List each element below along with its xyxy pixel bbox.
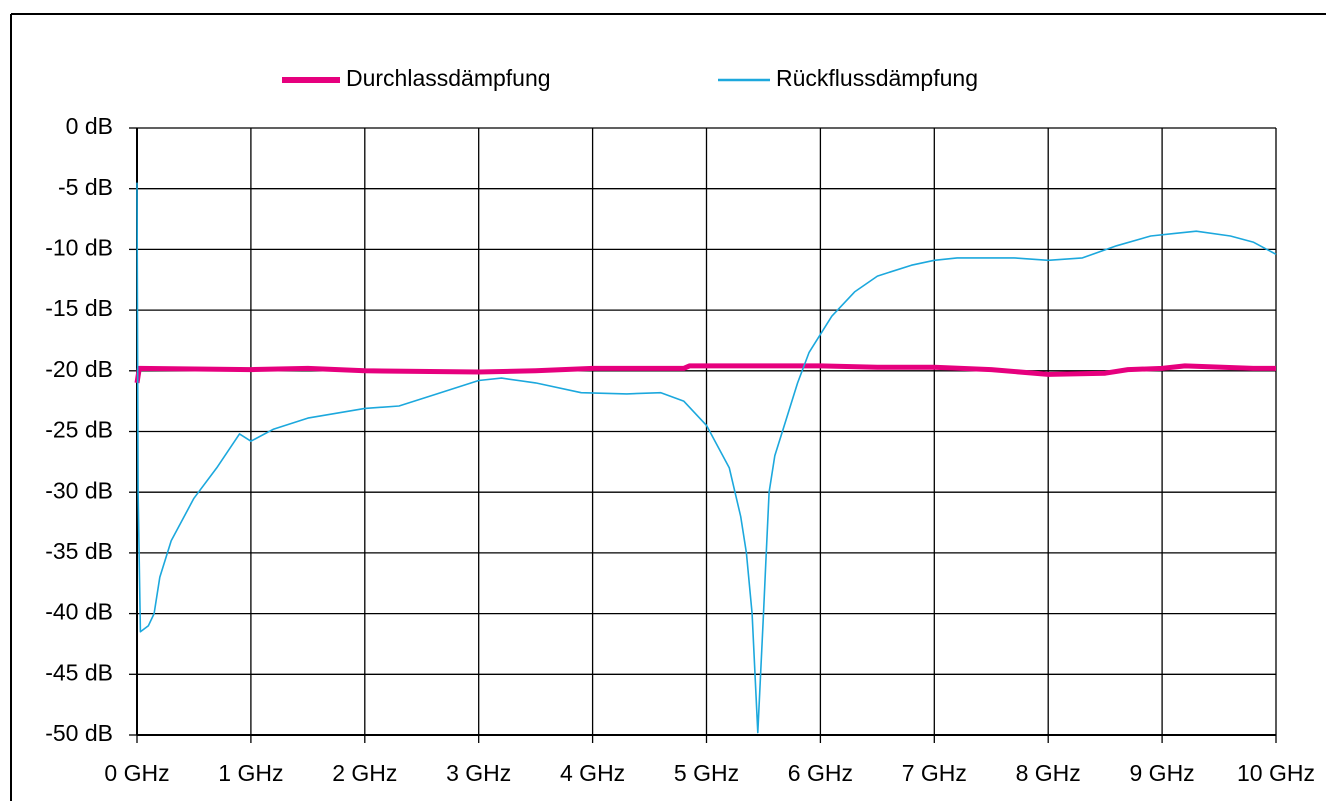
data-line	[136, 182, 1277, 734]
y-tick-label: -45 dB	[45, 659, 113, 685]
y-tick-label: -35 dB	[45, 538, 113, 564]
y-tick-label: -15 dB	[45, 295, 113, 321]
x-tick-label: 2 GHz	[332, 760, 397, 786]
legend-label: Durchlassdämpfung	[346, 65, 551, 91]
x-tick-label: 9 GHz	[1130, 760, 1195, 786]
y-tick-label: -10 dB	[45, 234, 113, 260]
y-tick-label: -25 dB	[45, 417, 113, 443]
x-tick-label: 4 GHz	[560, 760, 625, 786]
data-line	[134, 363, 1276, 384]
y-tick-label: -20 dB	[45, 356, 113, 382]
y-tick-label: -50 dB	[45, 720, 113, 746]
x-tick-label: 3 GHz	[446, 760, 511, 786]
x-tick-label: 7 GHz	[902, 760, 967, 786]
legend-label: Rückflussdämpfung	[776, 65, 978, 91]
x-tick-label: 1 GHz	[218, 760, 283, 786]
x-tick-label: 6 GHz	[788, 760, 853, 786]
x-tick-label: 10 GHz	[1237, 760, 1315, 786]
y-tick-label: -30 dB	[45, 477, 113, 503]
y-tick-label: 0 dB	[66, 113, 113, 139]
y-tick-label: -5 dB	[58, 174, 113, 200]
x-tick-label: 0 GHz	[104, 760, 169, 786]
x-tick-label: 5 GHz	[674, 760, 739, 786]
y-tick-label: -40 dB	[45, 599, 113, 625]
x-tick-label: 8 GHz	[1016, 760, 1081, 786]
